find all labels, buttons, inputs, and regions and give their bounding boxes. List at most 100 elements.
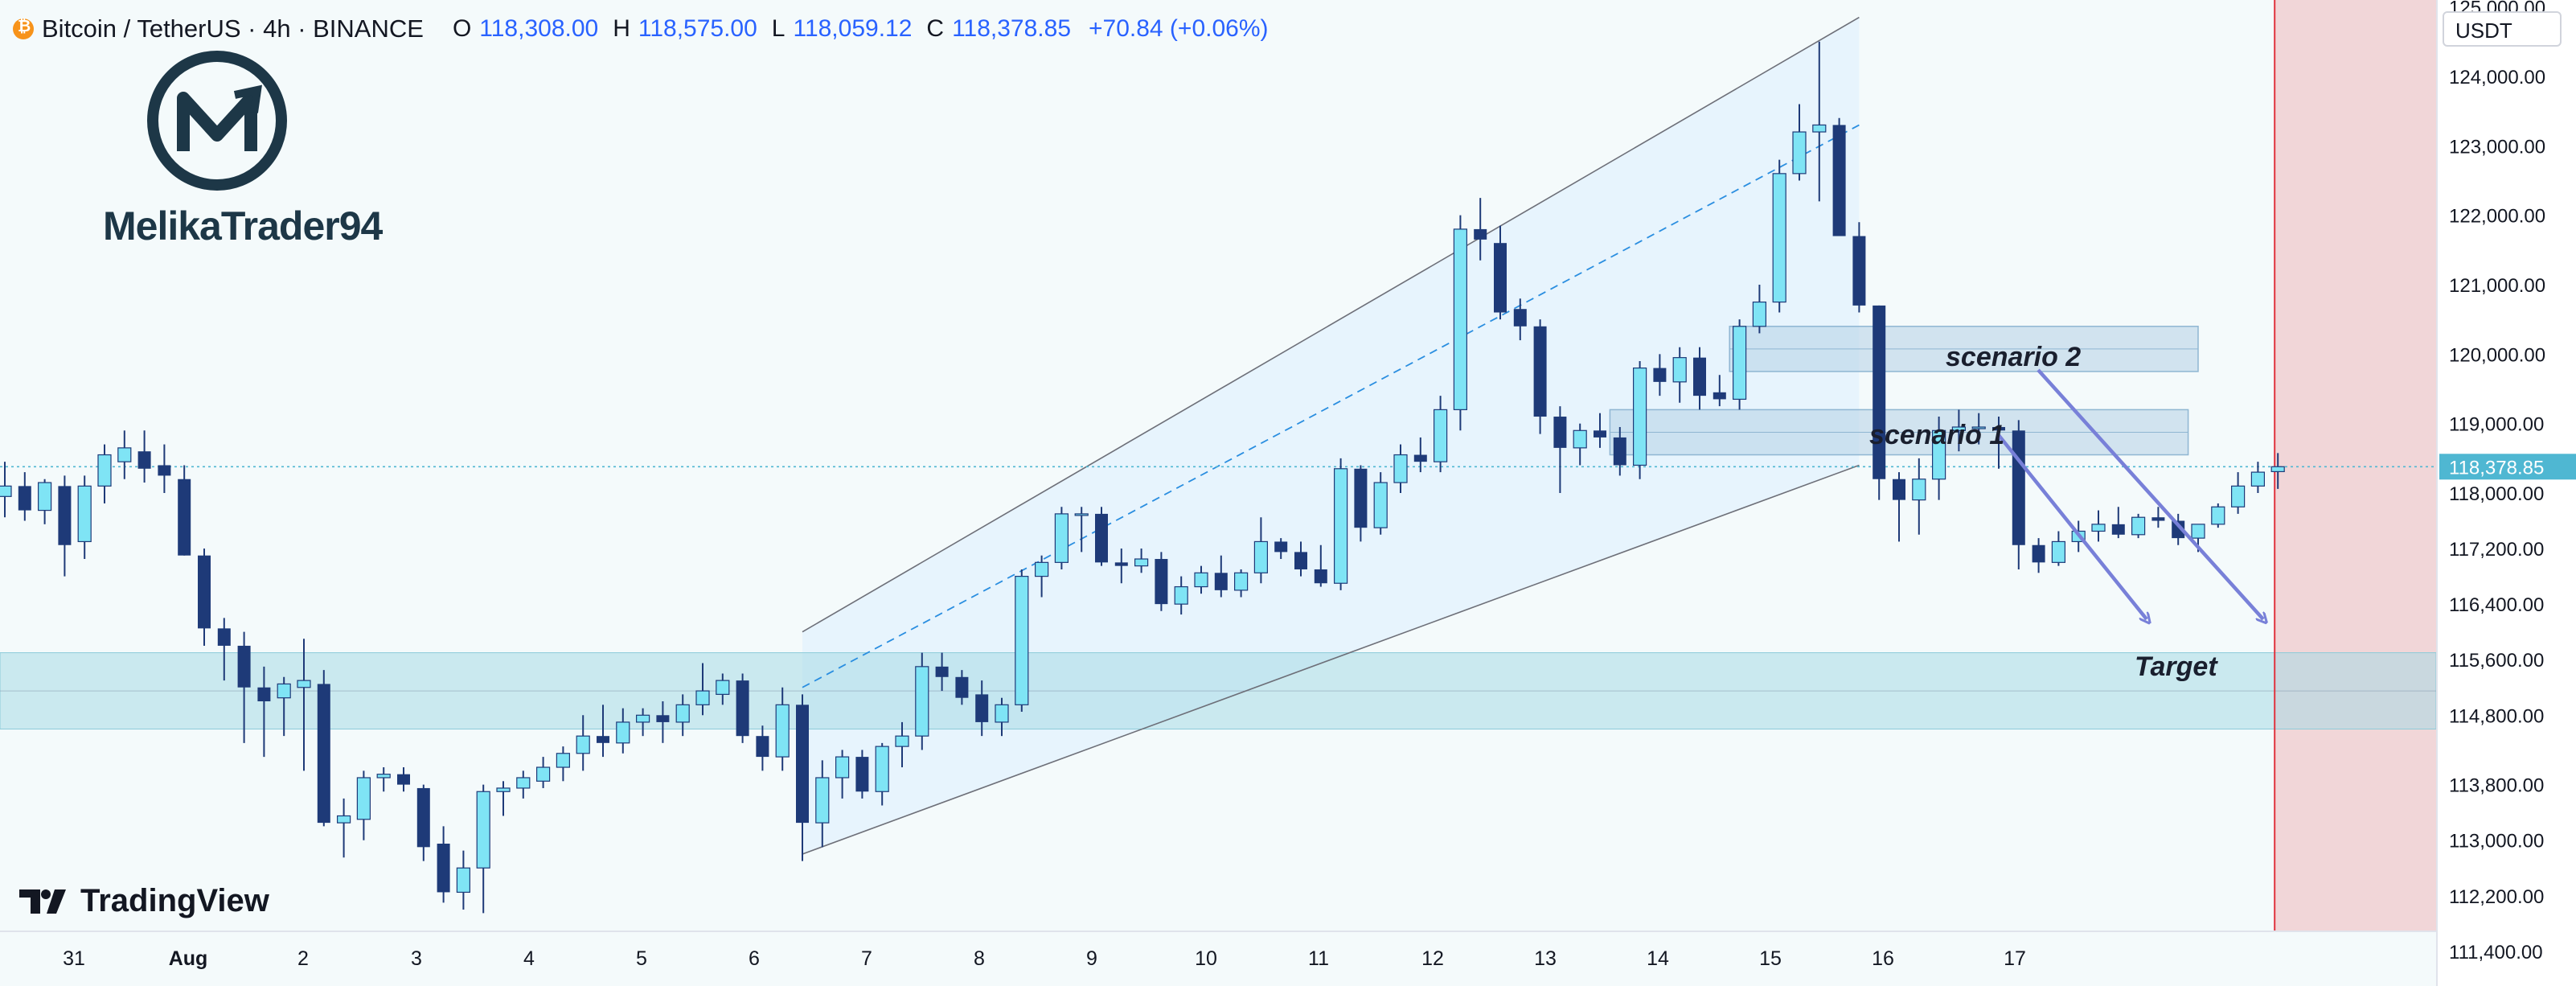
candle-bear[interactable] [1274, 541, 1288, 553]
candle-bull[interactable] [915, 666, 929, 737]
candle-bull[interactable] [815, 777, 830, 824]
candle-bear[interactable] [756, 736, 769, 758]
candle-bear[interactable] [1613, 437, 1626, 466]
candle-bear[interactable] [2172, 520, 2185, 539]
candle-bear[interactable] [1513, 309, 1527, 327]
candle-bear[interactable] [1114, 562, 1128, 566]
candle-bear[interactable] [1893, 479, 1905, 500]
candle-bear[interactable] [178, 479, 191, 556]
candle-bear[interactable] [1155, 559, 1168, 605]
candle-bull[interactable] [576, 735, 590, 754]
candle-bear[interactable] [1294, 552, 1307, 569]
candle-bear[interactable] [1354, 468, 1368, 528]
candle-bear[interactable] [597, 736, 609, 743]
candle-bull[interactable] [2191, 524, 2205, 539]
candle-bull[interactable] [1812, 124, 1827, 133]
candle-bull[interactable] [1632, 367, 1647, 466]
tradingview-brand[interactable]: TradingView [19, 883, 269, 919]
symbol-title[interactable]: Bitcoin / TetherUS · 4h · BINANCE [42, 14, 424, 43]
target-label[interactable]: Target [2135, 651, 2218, 682]
candle-bull[interactable] [1393, 454, 1408, 483]
candle-bear[interactable] [1992, 426, 2005, 431]
candle-bull[interactable] [1015, 576, 1029, 705]
candle-bull[interactable] [1752, 301, 1766, 327]
candle-bull[interactable] [2211, 506, 2225, 525]
candle-bull[interactable] [337, 815, 351, 824]
candle-bear[interactable] [1553, 417, 1567, 448]
candle-bear[interactable] [1494, 243, 1507, 313]
candle-bear[interactable] [1413, 454, 1427, 462]
candle-bear[interactable] [317, 684, 330, 824]
candle-bull[interactable] [376, 774, 391, 779]
candle-bull[interactable] [1733, 326, 1747, 401]
candle-bear[interactable] [2012, 430, 2025, 545]
candle-bear[interactable] [237, 645, 251, 688]
candle-bear[interactable] [416, 787, 430, 848]
candle-bull[interactable] [635, 714, 650, 723]
candle-bear[interactable] [1852, 236, 1866, 306]
candle-bull[interactable] [1573, 429, 1587, 449]
candle-bull[interactable] [1433, 409, 1448, 462]
candle-bear[interactable] [158, 465, 171, 476]
candle-bull[interactable] [616, 721, 630, 744]
candle-bull[interactable] [1951, 426, 1966, 431]
candle-bull[interactable] [0, 485, 12, 497]
candle-bull[interactable] [716, 680, 730, 695]
candle-bull[interactable] [1233, 572, 1249, 591]
candle-bull[interactable] [297, 680, 311, 688]
candle-bull[interactable] [695, 690, 710, 705]
candle-bear[interactable] [2111, 524, 2125, 535]
candle-bull[interactable] [535, 766, 551, 782]
candle-bull[interactable] [117, 447, 132, 462]
scenario-1-arrow[interactable] [1996, 433, 2147, 619]
candle-bull[interactable] [2250, 471, 2265, 487]
candle-bear[interactable] [935, 666, 949, 677]
candle-bull[interactable] [835, 756, 850, 779]
candle-bull[interactable] [1174, 585, 1188, 605]
candle-bear[interactable] [1653, 368, 1667, 382]
candle-bull[interactable] [1772, 173, 1786, 303]
scenario-1-label[interactable]: scenario 1 [1869, 420, 2004, 450]
candle-bull[interactable] [97, 454, 112, 487]
candle-bull[interactable] [775, 704, 790, 758]
candle-bear[interactable] [1095, 513, 1108, 563]
candle-bull[interactable] [1034, 561, 1049, 577]
candle-bull[interactable] [1253, 540, 1269, 573]
candle-bull[interactable] [2051, 540, 2065, 563]
candle-bear[interactable] [1693, 357, 1706, 396]
candle-bear[interactable] [217, 628, 231, 646]
candle-bear[interactable] [1474, 228, 1487, 240]
scenario-2-label[interactable]: scenario 2 [1946, 342, 2081, 372]
candle-bear[interactable] [2151, 517, 2165, 521]
candle-bull[interactable] [496, 787, 511, 792]
candle-bull[interactable] [516, 777, 531, 789]
candle-bull[interactable] [2270, 466, 2285, 473]
candle-bull[interactable] [895, 735, 909, 747]
candle-bull[interactable] [1134, 558, 1149, 567]
candle-bull[interactable] [1333, 468, 1348, 584]
candle-bull[interactable] [556, 753, 571, 768]
candle-bull[interactable] [675, 704, 690, 723]
candle-bull[interactable] [995, 704, 1009, 723]
candle-bull[interactable] [1912, 479, 1926, 501]
candle-bull[interactable] [875, 746, 889, 792]
candle-bull[interactable] [456, 867, 471, 894]
candle-bull[interactable] [37, 482, 52, 511]
candle-bear[interactable] [18, 486, 31, 511]
candle-bull[interactable] [2131, 516, 2146, 536]
currency-unit-select[interactable]: USDT [2443, 11, 2562, 47]
candle-bear[interactable] [955, 676, 969, 698]
candle-bull[interactable] [1373, 482, 1388, 528]
channel-lower-line[interactable] [802, 464, 1860, 855]
candle-bull[interactable] [1453, 228, 1468, 410]
candle-bull[interactable] [476, 791, 490, 869]
candle-bear[interactable] [257, 687, 271, 702]
candle-bear[interactable] [736, 680, 749, 737]
candle-bull[interactable] [1971, 426, 1986, 429]
candle-bear[interactable] [855, 757, 869, 792]
candle-bear[interactable] [796, 705, 809, 824]
candle-bear[interactable] [198, 555, 211, 629]
candle-bear[interactable] [1713, 392, 1726, 400]
candle-bull[interactable] [356, 777, 371, 820]
